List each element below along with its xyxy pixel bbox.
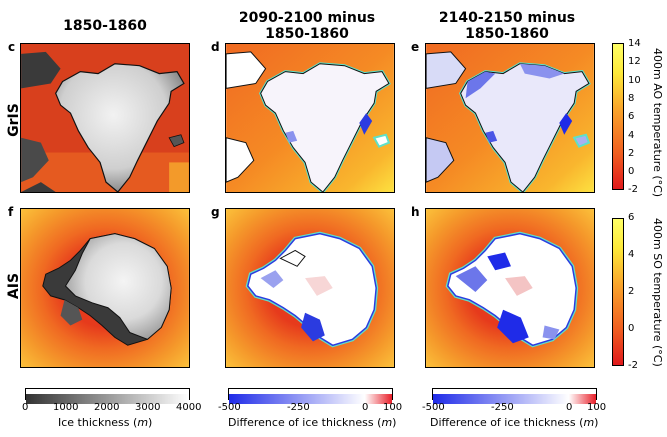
thickness-label-text: Ice thickness <box>58 416 130 429</box>
thickness-tick: 0 <box>22 402 29 413</box>
diff2-tick: -250 <box>491 402 514 413</box>
colorbar-diff-2090-label: Difference of ice thickness (m) <box>228 416 397 429</box>
colorbar-diff-2090-gradient <box>229 394 392 404</box>
panel-letter-c: c <box>8 40 16 54</box>
thickness-label-unit: m <box>137 416 149 429</box>
thickness-tick: 2000 <box>94 402 120 413</box>
diff2-tick: -500 <box>422 402 445 413</box>
colorbar-so-gradient <box>613 219 623 365</box>
so-tick: 0 <box>628 323 635 334</box>
diff2-label-text: Difference of ice thickness <box>430 416 576 429</box>
colorbar-ao-ticks: 14 12 10 8 6 4 2 0 -2 <box>628 38 648 195</box>
colorbar-ice-thickness <box>25 388 190 404</box>
colorbar-ao-temperature <box>612 43 624 190</box>
diff2-label-unit: m <box>583 416 595 429</box>
colorbar-diff-2140-label: Difference of ice thickness (m) <box>430 416 599 429</box>
panel-letter-h: h <box>411 205 420 219</box>
panel-e-map <box>426 44 594 192</box>
thickness-tick: 4000 <box>176 402 202 413</box>
diff1-tick: 100 <box>383 402 403 413</box>
panel-g-ais-diff-2090 <box>225 208 395 368</box>
column-title-2-line2: 1850-1860 <box>265 26 349 42</box>
so-tick: 4 <box>628 249 635 260</box>
panel-f-map <box>21 209 189 367</box>
column-title-3-line1: 2140-2150 minus <box>438 10 576 26</box>
column-title-3-line2: 1850-1860 <box>465 26 549 42</box>
column-title-1-line1: 1850-1860 <box>63 18 147 34</box>
ao-tick: 6 <box>628 111 635 122</box>
colorbar-diff-2140 <box>432 388 597 404</box>
colorbar-so-temperature <box>612 218 624 366</box>
thickness-tick: 1000 <box>53 402 79 413</box>
column-title-1: 1850-1860 <box>10 18 200 34</box>
thickness-tick: 3000 <box>135 402 161 413</box>
colorbar-diff-2090 <box>228 388 393 404</box>
panel-letter-g: g <box>211 205 220 219</box>
diff1-tick: 0 <box>362 402 369 413</box>
so-tick: 2 <box>628 286 635 297</box>
panel-c-map <box>21 44 189 192</box>
so-tick: 6 <box>628 212 635 223</box>
ao-tick: -2 <box>628 184 638 195</box>
column-title-2: 2090-2100 minus 1850-1860 <box>212 10 402 42</box>
ao-tick: 4 <box>628 130 635 141</box>
diff1-tick: -500 <box>218 402 241 413</box>
panel-letter-d: d <box>211 40 220 54</box>
panel-d-map <box>226 44 394 192</box>
column-title-3: 2140-2150 minus 1850-1860 <box>412 10 602 42</box>
diff2-tick: 0 <box>566 402 573 413</box>
panel-letter-e: e <box>411 40 420 54</box>
ao-tick: 12 <box>628 56 641 67</box>
diff2-tick: 100 <box>587 402 607 413</box>
panel-h-ais-diff-2140 <box>425 208 595 368</box>
diff1-label-text: Difference of ice thickness <box>228 416 374 429</box>
so-tick: -2 <box>628 360 638 371</box>
column-title-2-line1: 2090-2100 minus <box>238 10 376 26</box>
panel-c-gris-thickness <box>20 43 190 193</box>
diff1-label-unit: m <box>381 416 393 429</box>
diff1-tick: -250 <box>287 402 310 413</box>
ao-tick: 10 <box>628 75 641 86</box>
panel-d-gris-diff-2090 <box>225 43 395 193</box>
panel-h-map <box>426 209 594 367</box>
panel-g-map <box>226 209 394 367</box>
colorbar-diff-2140-gradient <box>433 394 596 404</box>
ao-tick: 14 <box>628 38 641 49</box>
panel-f-ais-thickness <box>20 208 190 368</box>
colorbar-ao-label: 400m AO temperature (°C) <box>651 48 664 198</box>
panel-letter-f: f <box>8 205 14 219</box>
ao-tick: 2 <box>628 148 635 159</box>
colorbar-ao-gradient <box>613 44 623 189</box>
panel-e-gris-diff-2140 <box>425 43 595 193</box>
colorbar-ice-thickness-label: Ice thickness (m) <box>58 416 153 429</box>
colorbar-so-ticks: 6 4 2 0 -2 <box>628 212 648 372</box>
colorbar-so-label: 400m SO temperature (°C) <box>651 218 664 367</box>
ao-tick: 0 <box>628 166 635 177</box>
ao-tick: 8 <box>628 93 635 104</box>
colorbar-ice-thickness-gradient <box>26 394 189 404</box>
